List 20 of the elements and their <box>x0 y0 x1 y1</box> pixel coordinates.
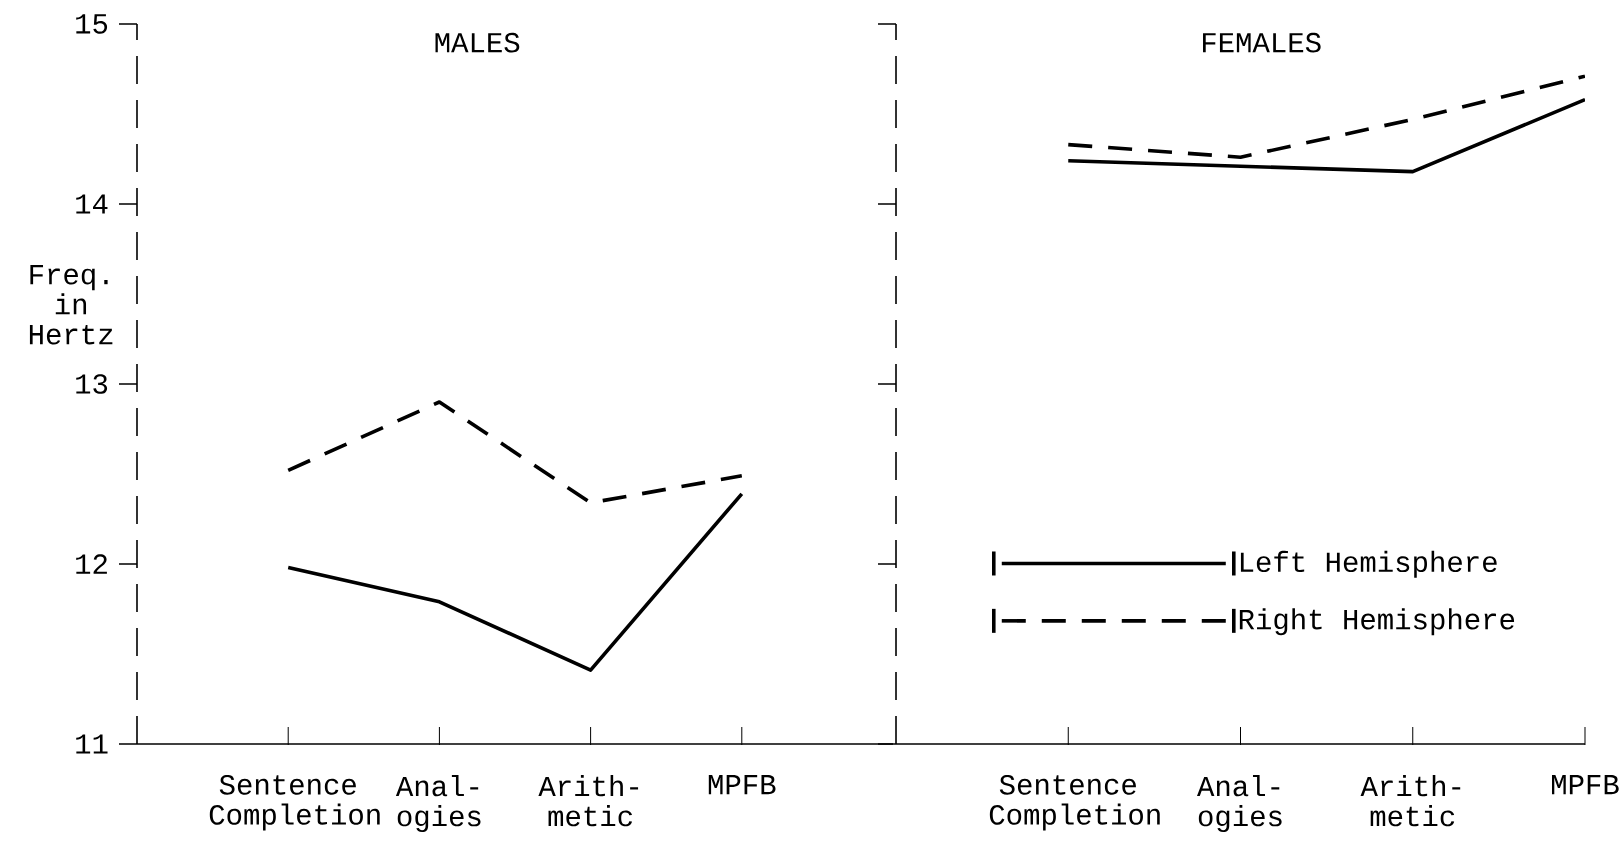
legend-label: Right Hemisphere <box>1239 608 1515 636</box>
chart-title: MALES <box>435 32 520 53</box>
line-series <box>286 492 744 672</box>
x-tick-label: Arith-metic <box>1360 775 1461 827</box>
y-tick-label: 11 <box>76 734 108 754</box>
x-tick-label: Anal-ogies <box>395 775 481 833</box>
x-tick-label: Sentence Completion <box>989 775 1160 831</box>
y-tick-label: 12 <box>76 554 107 574</box>
y-tick-label: 13 <box>76 374 108 394</box>
x-tick-label: MPFB <box>1552 775 1619 795</box>
x-tick-label: Arith-metic <box>538 775 639 827</box>
x-tick-label: Anal-ogies <box>1196 775 1282 833</box>
x-tick-label: Sentence Completion <box>209 775 380 831</box>
line-series <box>286 400 744 505</box>
y-axis-title: Freq. in Hertz <box>29 265 113 345</box>
x-tick-label: MPFB <box>708 775 776 795</box>
legend-label: Left Hemisphere <box>1240 550 1497 578</box>
y-tick-label: 15 <box>76 14 108 34</box>
chart-title: FEMALES <box>1203 32 1321 53</box>
y-tick-label: 14 <box>76 194 108 214</box>
